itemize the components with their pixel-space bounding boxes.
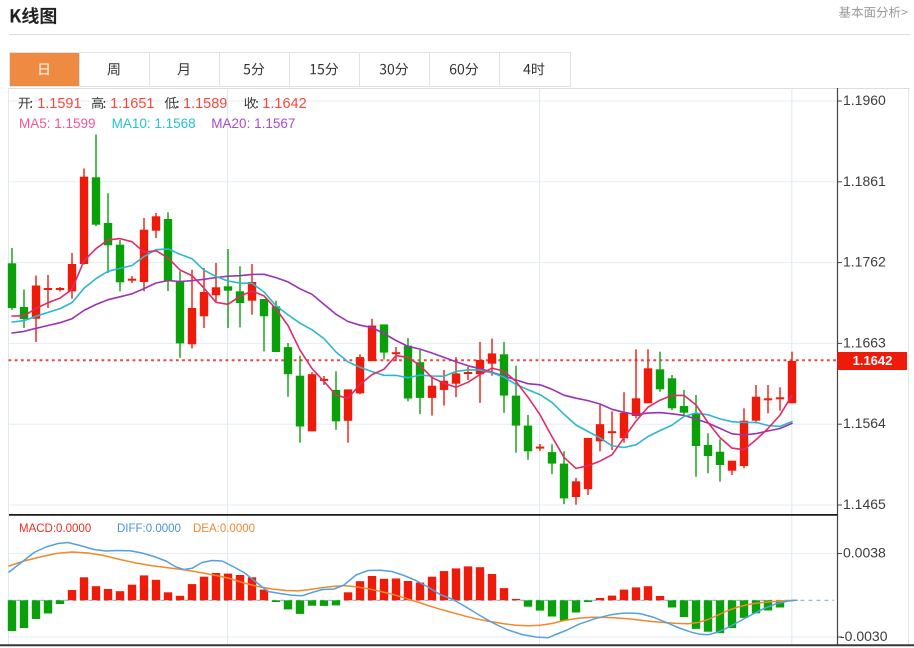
svg-text:1.1762: 1.1762	[843, 254, 886, 270]
svg-text:MA5: 1.1599: MA5: 1.1599	[19, 116, 96, 131]
svg-text:1.1642: 1.1642	[262, 96, 306, 112]
svg-text:1.1589: 1.1589	[183, 96, 227, 112]
svg-text:MA10: 1.1568: MA10: 1.1568	[112, 116, 196, 131]
svg-text:1.1564: 1.1564	[843, 415, 886, 431]
svg-text:-0.0030: -0.0030	[840, 628, 888, 644]
svg-text:1.1663: 1.1663	[843, 334, 886, 350]
svg-text:1.1960: 1.1960	[843, 92, 886, 108]
svg-text:DIFF:0.0000: DIFF:0.0000	[117, 523, 181, 535]
svg-text:MA20: 1.1567: MA20: 1.1567	[211, 116, 295, 131]
svg-text:MACD:0.0000: MACD:0.0000	[19, 523, 91, 535]
svg-text:1.1642: 1.1642	[853, 353, 893, 368]
svg-text:1.1651: 1.1651	[110, 96, 154, 112]
svg-text:1.1861: 1.1861	[843, 173, 886, 189]
svg-text:0.0038: 0.0038	[843, 545, 886, 561]
svg-text:DEA:0.0000: DEA:0.0000	[193, 523, 255, 535]
svg-text:1.1591: 1.1591	[37, 96, 81, 112]
svg-text:1.1465: 1.1465	[843, 496, 886, 512]
